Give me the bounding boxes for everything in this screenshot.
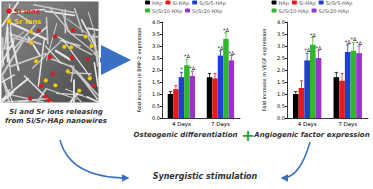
svg-text:*Δ: *Δ <box>304 47 311 53</box>
svg-text:1.5: 1.5 <box>152 79 160 85</box>
svg-text:*Δ: *Δ <box>350 36 357 43</box>
svg-text:1.5: 1.5 <box>277 79 285 85</box>
svg-text:7 Days: 7 Days <box>338 121 357 128</box>
svg-text:3.0: 3.0 <box>277 43 285 49</box>
svg-text:Si/Sr20-HAp: Si/Sr20-HAp <box>319 8 349 15</box>
svg-text:*Δ: *Δ <box>228 50 235 56</box>
svg-text:3.0: 3.0 <box>152 43 160 49</box>
svg-text:*: * <box>180 66 183 72</box>
svg-text:*Δ: *Δ <box>223 27 230 33</box>
svg-text:Si/Sr10-HAp: Si/Sr10-HAp <box>279 8 309 15</box>
svg-text:2.0: 2.0 <box>277 67 285 73</box>
svg-text:0.0: 0.0 <box>152 115 160 121</box>
svg-text:Fold increase in BMP-2 express: Fold increase in BMP-2 expression <box>136 28 143 113</box>
svg-text:7 Days: 7 Days <box>211 121 230 128</box>
svg-text:4 Days: 4 Days <box>298 121 317 128</box>
svg-text:4.0: 4.0 <box>277 19 285 25</box>
html-text:Osteogenic differentiation: Osteogenic differentiation <box>133 131 238 139</box>
svg-text:Si/Sr5-HAp: Si/Sr5-HAp <box>326 0 353 7</box>
svg-text:Fold increase in VEGF expressi: Fold increase in VEGF expression <box>261 29 268 112</box>
svg-text:*Δ: *Δ <box>344 38 351 45</box>
html-text:Si and Sr ions releasing from: Si and Sr ions releasing from Si/Sr-HAp … <box>5 108 107 125</box>
svg-text:4.0: 4.0 <box>152 19 160 25</box>
svg-text:*Δ: *Δ <box>316 45 323 51</box>
svg-text:Si/Sr5-HAp: Si/Sr5-HAp <box>199 0 226 7</box>
svg-text:*Δ: *Δ <box>189 65 196 71</box>
svg-text:0.5: 0.5 <box>152 103 160 109</box>
svg-text:2.0: 2.0 <box>152 67 160 73</box>
svg-text:1.0: 1.0 <box>277 91 285 97</box>
svg-text:*Δ: *Δ <box>356 40 363 46</box>
svg-text:Sr ions: Sr ions <box>14 18 41 26</box>
svg-text:*Δ: *Δ <box>184 53 191 59</box>
svg-text:Si/Sr20-HAp: Si/Sr20-HAp <box>192 8 222 15</box>
svg-text:0.0: 0.0 <box>277 115 285 121</box>
svg-text:HAp: HAp <box>152 0 162 7</box>
html-text:Angiogenic factor expression: Angiogenic factor expression <box>254 131 370 139</box>
svg-text:Si/Sr10-HAp: Si/Sr10-HAp <box>152 8 182 15</box>
svg-text:HAp: HAp <box>279 0 289 7</box>
svg-text:*Δ: *Δ <box>218 45 225 51</box>
svg-text:1.0: 1.0 <box>152 91 160 97</box>
svg-text:0.5: 0.5 <box>277 103 285 109</box>
svg-text:3.5: 3.5 <box>277 31 285 37</box>
svg-text:Si-HAp: Si-HAp <box>299 0 316 7</box>
svg-text:4 Days: 4 Days <box>172 121 191 128</box>
svg-text:*Δ: *Δ <box>310 32 317 38</box>
svg-text:Si ions: Si ions <box>14 8 40 16</box>
svg-text:2.5: 2.5 <box>152 55 160 61</box>
svg-text:2.5: 2.5 <box>277 55 285 61</box>
html-text:Synergistic stimulation: Synergistic stimulation <box>152 172 258 181</box>
svg-text:3.5: 3.5 <box>152 31 160 37</box>
svg-text:Si-HAp: Si-HAp <box>172 0 189 7</box>
